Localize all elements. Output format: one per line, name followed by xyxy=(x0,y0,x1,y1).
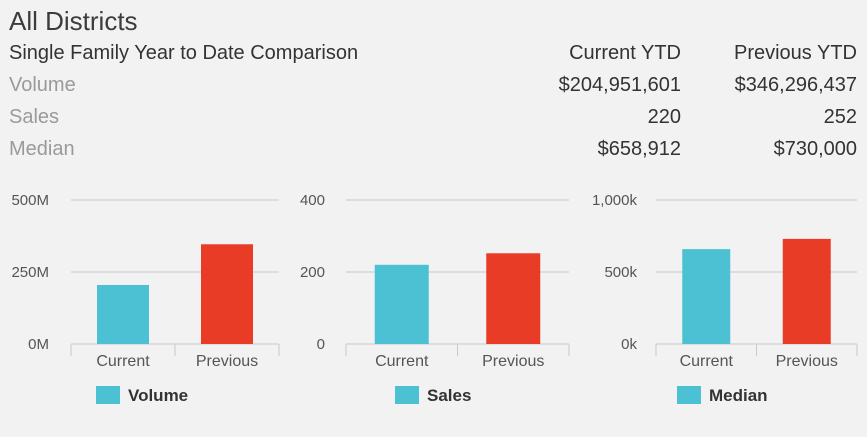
legend-label: Sales xyxy=(427,386,471,405)
previous-value: 252 xyxy=(823,106,857,128)
x-tick-label: Current xyxy=(680,353,734,370)
x-tick-label: Previous xyxy=(196,353,258,370)
y-tick-label: 200 xyxy=(300,264,325,281)
y-tick-label: 0 xyxy=(317,336,325,353)
bar-previous xyxy=(782,238,831,344)
legend-swatch xyxy=(395,386,419,404)
y-tick-label: 400 xyxy=(300,192,325,209)
bar-previous xyxy=(201,244,253,344)
row-label: Sales xyxy=(9,106,60,128)
legend-swatch xyxy=(96,386,120,404)
column-header-current: Current YTD xyxy=(569,42,681,64)
x-tick-label: Current xyxy=(375,353,429,370)
y-tick-label: 1,000k xyxy=(592,192,638,209)
y-tick-label: 500M xyxy=(11,192,49,209)
previous-value: $730,000 xyxy=(773,138,857,160)
y-tick-label: 500k xyxy=(604,264,637,281)
legend-label: Median xyxy=(709,386,768,405)
table-row-volume: Volume $204,951,601 $346,296,437 xyxy=(9,74,857,102)
legend-swatch xyxy=(677,386,701,404)
table-row-sales: Sales 220 252 xyxy=(9,106,857,134)
current-value: $658,912 xyxy=(597,138,681,160)
x-tick-label: Previous xyxy=(482,353,544,370)
column-header-previous: Previous YTD xyxy=(733,42,857,64)
bar-current xyxy=(682,249,731,344)
table-row-median: Median $658,912 $730,000 xyxy=(9,138,857,166)
y-tick-label: 0M xyxy=(28,336,49,353)
row-label: Median xyxy=(9,138,75,160)
bar-current xyxy=(97,284,149,344)
bar-current xyxy=(374,264,429,344)
current-value: $204,951,601 xyxy=(558,74,681,96)
page-title: All Districts xyxy=(9,6,138,36)
row-label: Volume xyxy=(9,74,76,96)
bar-previous xyxy=(486,253,541,344)
y-tick-label: 0k xyxy=(621,336,637,353)
current-value: 220 xyxy=(647,106,681,128)
x-tick-label: Previous xyxy=(776,353,838,370)
x-tick-label: Current xyxy=(96,353,150,370)
y-tick-label: 250M xyxy=(11,264,49,281)
table-heading: Single Family Year to Date Comparison xyxy=(9,42,359,64)
legend-label: Volume xyxy=(128,386,188,405)
table-header-row: Single Family Year to Date Comparison Cu… xyxy=(9,42,857,70)
previous-value: $346,296,437 xyxy=(734,74,857,96)
